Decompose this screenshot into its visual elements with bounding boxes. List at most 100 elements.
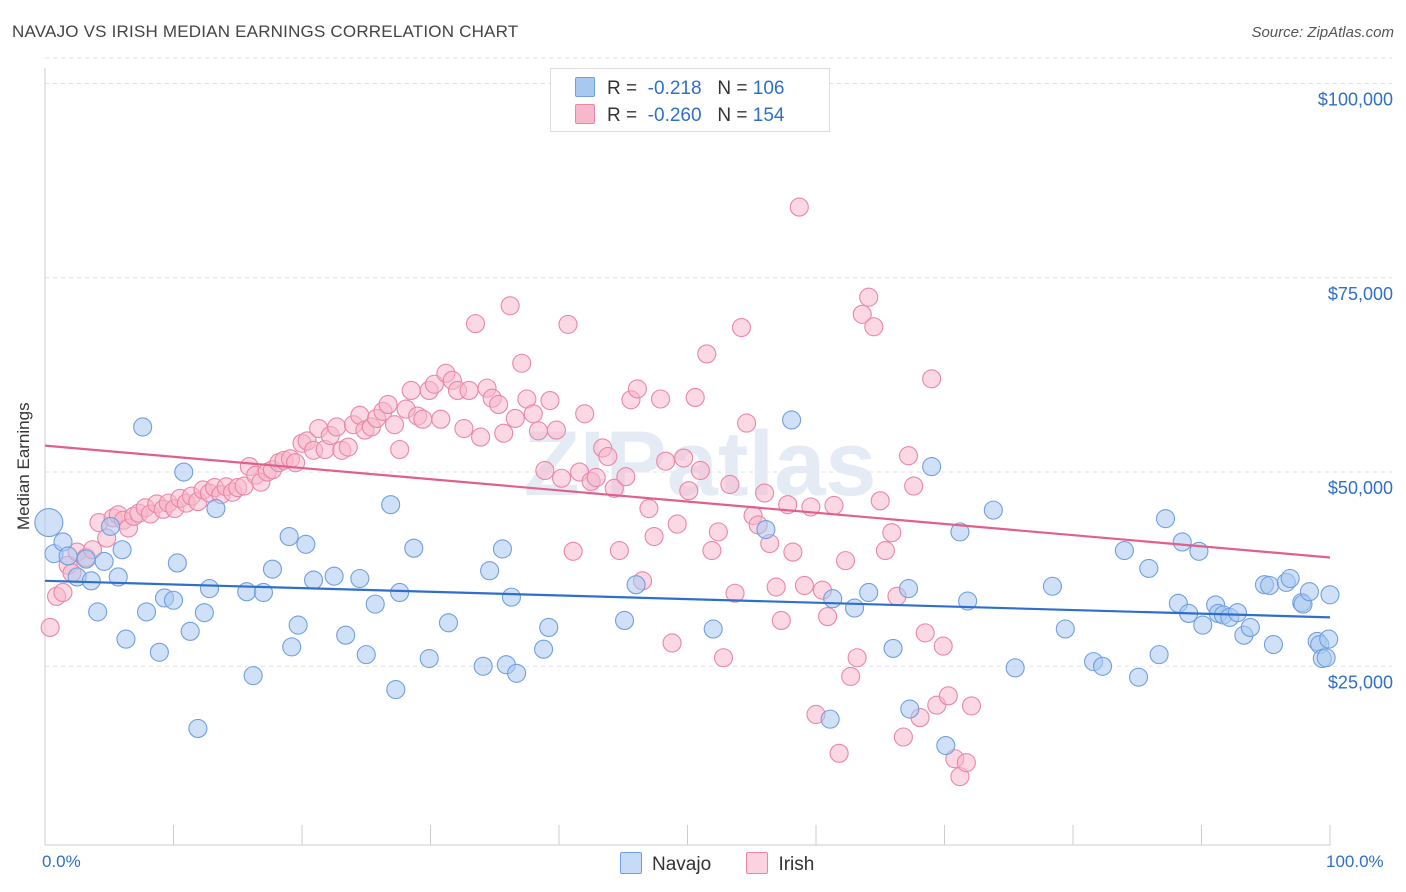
navajo-point xyxy=(304,570,324,590)
chart-title: NAVAJO VS IRISH MEDIAN EARNINGS CORRELAT… xyxy=(12,22,519,41)
n-value-navajo: 106 xyxy=(752,78,785,99)
irish-point xyxy=(459,380,479,401)
navajo-point xyxy=(404,538,424,558)
navajo-point xyxy=(136,602,157,622)
navajo-point xyxy=(1320,585,1340,605)
irish-point xyxy=(794,575,814,596)
navajo-point xyxy=(243,666,263,686)
navajo-point xyxy=(823,589,843,609)
irish-point xyxy=(679,481,699,501)
navajo-point xyxy=(386,680,406,700)
navajo-point xyxy=(199,579,220,599)
irish-point xyxy=(731,317,752,338)
navajo-point xyxy=(350,568,370,589)
navajo-point xyxy=(282,637,302,657)
irish-point xyxy=(690,460,710,481)
navajo-point xyxy=(1299,582,1319,602)
irish-point xyxy=(40,617,60,637)
navajo-point xyxy=(1114,540,1134,561)
irish-point xyxy=(755,483,775,503)
navajo-point xyxy=(507,663,527,683)
irish-point xyxy=(870,491,890,511)
irish-point xyxy=(465,314,486,334)
irish-point xyxy=(327,417,347,437)
navajo-point xyxy=(34,507,64,538)
irish-point xyxy=(413,409,433,429)
irish-point xyxy=(546,420,566,440)
stats-legend: R = -0.218 N = 106 R = -0.260 N = 154 xyxy=(550,68,830,132)
navajo-point xyxy=(381,495,401,515)
irish-point xyxy=(644,526,664,547)
navajo-point xyxy=(1260,575,1280,596)
r-value-navajo: -0.218 xyxy=(647,78,702,99)
irish-point xyxy=(933,636,953,656)
irish-point xyxy=(500,296,520,316)
navajo-point xyxy=(324,566,344,586)
irish-point xyxy=(378,394,398,414)
navajo-series xyxy=(34,410,1340,756)
irish-point xyxy=(656,451,676,471)
irish-point xyxy=(852,304,872,324)
irish-point xyxy=(552,468,572,488)
navajo-point xyxy=(898,579,919,599)
navajo-point xyxy=(883,638,903,658)
legend-item-navajo[interactable]: Navajo xyxy=(620,852,711,876)
irish-point xyxy=(338,437,358,457)
navajo-point xyxy=(279,526,299,547)
irish-point xyxy=(893,727,913,747)
navajo-point xyxy=(900,699,920,719)
irish-point xyxy=(824,495,844,516)
irish-point xyxy=(528,421,548,441)
navajo-point xyxy=(922,457,942,477)
series-legend: Navajo Irish xyxy=(620,852,844,876)
navajo-point xyxy=(1172,532,1192,552)
irish-point xyxy=(384,415,405,435)
trend-lines xyxy=(44,444,1331,619)
legend-row-irish: R = -0.260 N = 154 xyxy=(575,104,784,128)
irish-point xyxy=(575,404,595,424)
irish-point xyxy=(401,380,421,401)
n-label: N = xyxy=(717,78,748,99)
navajo-point xyxy=(262,559,282,579)
navajo-point xyxy=(1005,658,1025,678)
n-value-irish: 154 xyxy=(752,105,785,126)
navajo-point xyxy=(859,582,879,603)
irish-swatch xyxy=(575,104,595,124)
irish-point xyxy=(616,467,636,487)
irish-point xyxy=(725,583,745,603)
navajo-point xyxy=(288,615,308,635)
navajo-point xyxy=(1280,568,1300,589)
irish-point xyxy=(494,423,514,443)
navajo-point xyxy=(296,534,316,554)
irish-series xyxy=(40,197,982,787)
irish-point xyxy=(915,623,935,643)
navajo-point xyxy=(473,656,493,676)
irish-point xyxy=(609,540,629,561)
y-tick-label: $75,000 xyxy=(1328,284,1393,304)
navajo-point xyxy=(1055,619,1075,639)
irish-point xyxy=(662,633,682,653)
irish-point xyxy=(708,522,728,542)
navajo-point xyxy=(1227,603,1248,623)
irish-point xyxy=(523,404,543,424)
irish-point xyxy=(771,610,791,630)
navajo-point xyxy=(1319,629,1339,649)
navajo-point xyxy=(782,410,802,430)
navajo-swatch xyxy=(575,77,595,97)
legend-item-irish[interactable]: Irish xyxy=(746,852,814,876)
irish-point xyxy=(540,391,560,411)
navajo-point xyxy=(390,582,410,603)
y-tick-label: $25,000 xyxy=(1328,672,1393,692)
irish-point xyxy=(505,408,525,428)
irish-point xyxy=(390,439,410,460)
irish-point xyxy=(783,542,803,562)
navajo-point xyxy=(180,621,200,641)
navajo-point xyxy=(365,594,385,614)
navajo-point xyxy=(133,417,153,437)
irish-point xyxy=(604,478,624,498)
irish-point xyxy=(829,743,849,763)
x-tick-label-max: 100.0% xyxy=(1326,852,1384,871)
irish-point xyxy=(639,499,659,519)
navajo-point xyxy=(492,539,513,559)
r-label: R = xyxy=(607,78,638,99)
